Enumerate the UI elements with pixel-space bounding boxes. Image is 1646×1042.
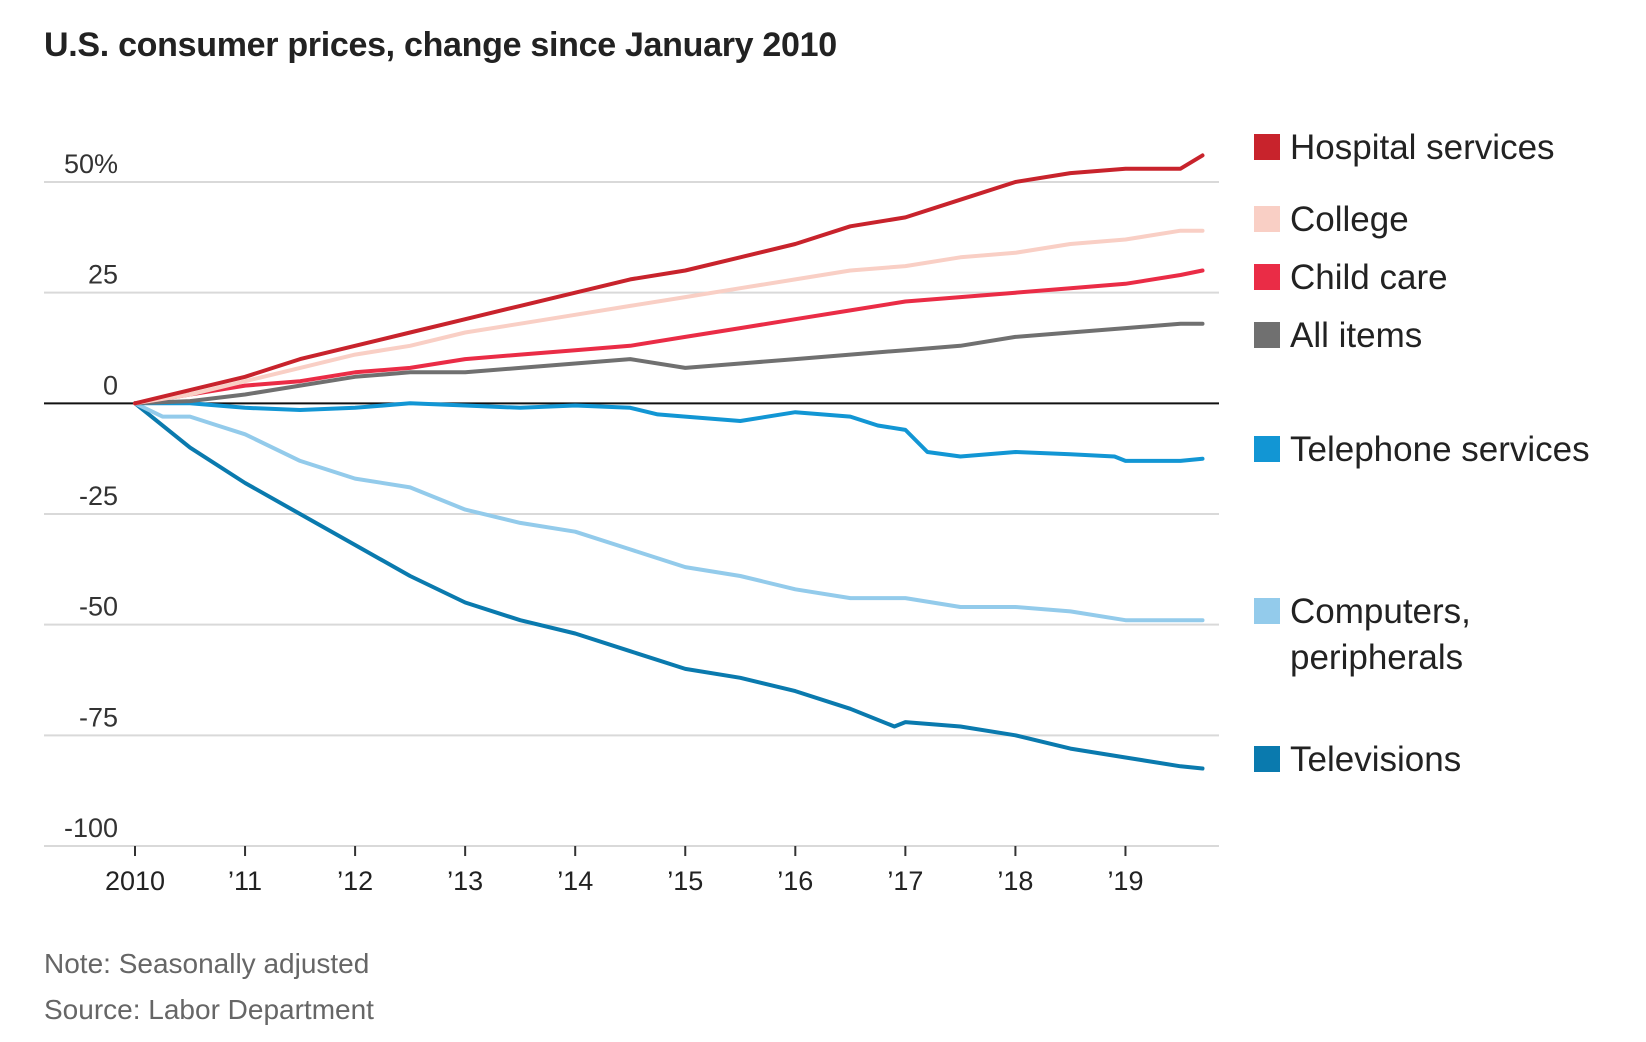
series-line-all-items xyxy=(133,321,1205,406)
y-tick-label: -25 xyxy=(79,481,118,511)
legend-swatch xyxy=(1254,134,1280,160)
y-tick-label: -75 xyxy=(79,702,118,732)
chart-source: Source: Labor Department xyxy=(44,994,374,1025)
series-line-college xyxy=(133,228,1205,406)
chart-title: U.S. consumer prices, change since Janua… xyxy=(44,26,837,64)
legend: Hospital services College Child care All it… xyxy=(1254,128,1590,779)
legend-item-all-items: All items xyxy=(1254,316,1422,355)
series-line-telephone-services xyxy=(133,401,1205,463)
series-line-computers-peripherals xyxy=(133,401,1205,623)
x-tick-label: ’18 xyxy=(997,866,1033,896)
legend-swatch xyxy=(1254,598,1280,624)
legend-swatch xyxy=(1254,264,1280,290)
legend-label: College xyxy=(1290,200,1409,239)
legend-item-hospital-services: Hospital services xyxy=(1254,128,1555,167)
y-tick-label: 25 xyxy=(88,260,118,290)
legend-item-computers-peripherals: Computers, peripherals xyxy=(1254,592,1471,677)
legend-item-telephone-services: Telephone services xyxy=(1254,430,1590,469)
axis-layer: 50% 25 0 -25 -50 -75 -100 2010 ’11 ’12 ’13 ’14 ’15 ’1… xyxy=(64,149,1144,896)
series-layer xyxy=(133,153,1205,771)
legend-label: Hospital services xyxy=(1290,128,1555,167)
legend-label: Child care xyxy=(1290,258,1448,297)
x-tick-label: ’15 xyxy=(667,866,703,896)
y-tick-label: -100 xyxy=(64,813,118,843)
legend-label: Computers, xyxy=(1290,592,1471,631)
legend-label: All items xyxy=(1290,316,1422,355)
legend-swatch xyxy=(1254,746,1280,772)
series-line-hospital-services xyxy=(133,153,1205,406)
x-tick-label: ’17 xyxy=(887,866,923,896)
x-tick-label: ’13 xyxy=(447,866,483,896)
y-tick-label: 50% xyxy=(64,149,118,179)
chart-note: Note: Seasonally adjusted xyxy=(44,948,370,979)
x-tick-label: ’19 xyxy=(1107,866,1143,896)
legend-swatch xyxy=(1254,322,1280,348)
y-tick-label: 0 xyxy=(103,370,118,400)
series-line-child-care xyxy=(133,268,1205,406)
grid-layer xyxy=(44,181,1219,847)
legend-swatch xyxy=(1254,436,1280,462)
legend-item-televisions: Televisions xyxy=(1254,740,1461,779)
legend-label: peripherals xyxy=(1290,638,1463,677)
x-tick-label: ’11 xyxy=(228,866,262,896)
legend-label: Telephone services xyxy=(1290,430,1590,469)
legend-label: Televisions xyxy=(1290,740,1461,779)
x-tick-label: ’16 xyxy=(777,866,813,896)
legend-item-child-care: Child care xyxy=(1254,258,1448,297)
legend-item-college: College xyxy=(1254,200,1409,239)
x-tick-label: 2010 xyxy=(105,866,165,896)
x-tick-label: ’14 xyxy=(557,866,593,896)
series-line-televisions xyxy=(133,401,1205,771)
y-tick-label: -50 xyxy=(79,592,118,622)
legend-swatch xyxy=(1254,206,1280,232)
x-tick-label: ’12 xyxy=(337,866,373,896)
